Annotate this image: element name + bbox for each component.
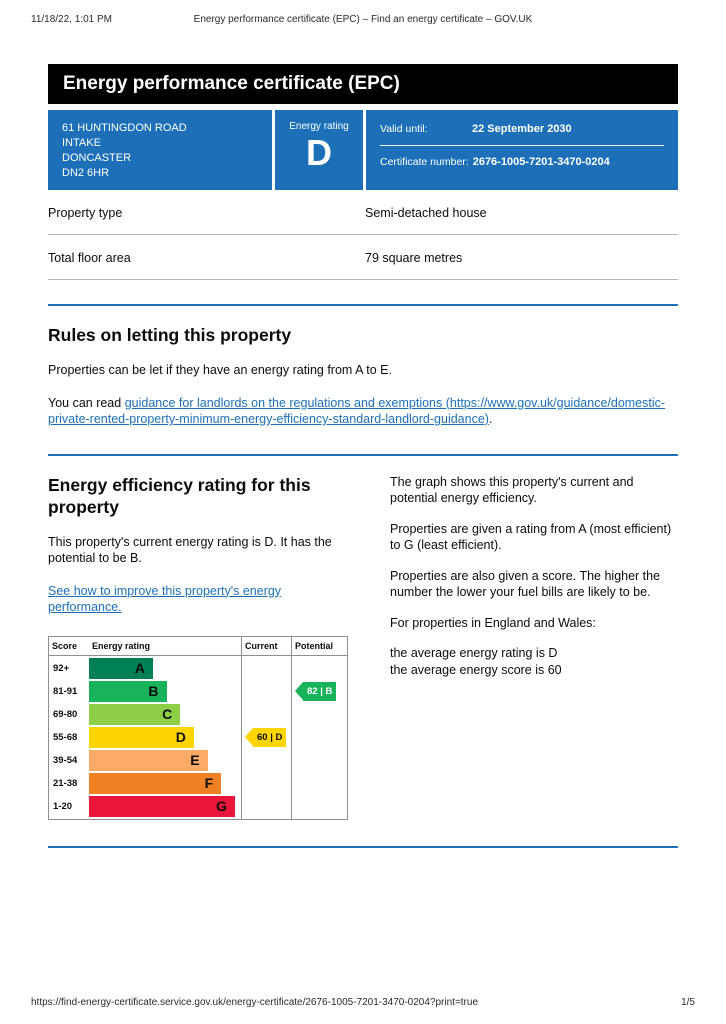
score-explainer-text: Properties are also given a score. The h…: [390, 568, 661, 600]
rating-explainer-text: Properties are given a rating from A (mo…: [390, 521, 672, 553]
epc-band-row: 39-54 E: [49, 749, 241, 772]
fact-value: 79 square metres: [365, 251, 463, 265]
epc-band-bar: B: [89, 680, 167, 702]
epc-band-score: 81-91: [53, 685, 78, 697]
chart-header-current: Current: [241, 636, 291, 656]
current-rating-tag: 60 | D: [245, 727, 287, 747]
left-arrow-icon: [295, 681, 303, 700]
average-score-line: the average energy score is 60: [390, 662, 562, 677]
print-timestamp: 11/18/22, 1:01 PM: [31, 14, 112, 25]
current-rating-column: 60 | D: [241, 655, 291, 819]
epc-band-row: 21-38 F: [49, 772, 241, 795]
address-line-3: DONCASTER: [62, 152, 132, 164]
epc-band-letter: F: [204, 775, 214, 791]
address-line-4: DN2 6HR: [62, 167, 110, 179]
epc-band-score: 92+: [53, 662, 70, 674]
energy-rating-cell: Energy rating D: [275, 110, 363, 190]
certificate-content: Energy performance certificate (EPC) 61 …: [48, 64, 678, 848]
epc-band-score: 39-54: [53, 754, 78, 766]
print-footer: https://find-energy-certificate.service.…: [31, 997, 695, 1008]
valid-until-row: Valid until: 22 September 2030: [380, 120, 664, 146]
certificate-banner: Energy performance certificate (EPC): [48, 64, 678, 104]
epc-band-score: 69-80: [53, 708, 78, 720]
section-divider: [48, 304, 678, 306]
potential-rating-tag: 82 | B: [295, 681, 337, 701]
validity-cell: Valid until: 22 September 2030 Certifica…: [366, 110, 678, 190]
certificate-title: Energy performance certificate (EPC): [63, 73, 400, 94]
epc-band-bar: C: [89, 703, 181, 725]
epc-band-letter: C: [162, 706, 173, 722]
average-rating-line: the average energy rating is D: [390, 646, 558, 660]
rating-explanation-column: The graph shows this property's current …: [390, 474, 678, 820]
print-header: 11/18/22, 1:01 PM Energy performance cer…: [0, 14, 726, 25]
potential-rating-value: 82 | B: [303, 681, 337, 701]
summary-panel: 61 HUNTINGDON ROAD INTAKE DONCASTER DN2 …: [48, 110, 678, 190]
chart-header-score: Score: [49, 637, 89, 656]
fact-label: Property type: [48, 206, 123, 220]
guidance-text-suffix: .: [488, 412, 493, 426]
epc-band-row: 55-68 D: [49, 726, 241, 749]
epc-band-letter: G: [216, 798, 227, 814]
valid-until-label: Valid until:: [380, 123, 428, 135]
current-rating-value: 60 | D: [253, 727, 287, 747]
fact-row-property-type: Property type Semi-detached house: [48, 190, 678, 235]
fact-label: Total floor area: [48, 251, 131, 265]
letting-rules-heading: Rules on letting this property: [48, 325, 292, 345]
certificate-number-label: Certificate number:: [380, 156, 469, 168]
efficiency-section: Energy efficiency rating for this proper…: [48, 474, 678, 820]
epc-rating-chart: Score Energy rating Current Potential 92…: [48, 635, 348, 820]
certificate-number-value: 2676-1005-7201-3470-0204: [472, 156, 610, 168]
fact-value: Semi-detached house: [365, 206, 487, 220]
epc-band-letter: E: [190, 752, 200, 768]
epc-band-row: 69-80 C: [49, 703, 241, 726]
letting-rules-intro: Properties can be let if they have an en…: [48, 363, 392, 377]
potential-rating-column: 82 | B: [291, 655, 347, 819]
chart-header-potential: Potential: [291, 636, 347, 656]
efficiency-heading: Energy efficiency rating for this proper…: [48, 474, 311, 517]
letting-guidance-paragraph: You can read guidance for landlords on t…: [48, 395, 678, 428]
left-arrow-icon: [245, 727, 253, 746]
improve-link-paragraph: See how to improve this property's energ…: [48, 583, 350, 616]
certificate-number-row: Certificate number: 2676-1005-7201-3470-0…: [380, 146, 664, 168]
epc-band-row: 92+ A: [49, 657, 241, 680]
graph-intro-text: The graph shows this property's current …: [390, 474, 634, 506]
epc-band-score: 55-68: [53, 731, 78, 743]
print-page-title: Energy performance certificate (EPC) – F…: [193, 14, 533, 25]
energy-rating-label: Energy rating: [289, 121, 349, 132]
improve-performance-link[interactable]: See how to improve this property's energ…: [48, 583, 282, 615]
epc-band-letter: A: [134, 660, 145, 676]
section-divider: [48, 845, 678, 848]
averages-text: the average energy rating is D the avera…: [390, 645, 678, 678]
property-address: 61 HUNTINGDON ROAD INTAKE DONCASTER DN2 …: [48, 110, 272, 190]
epc-band-letter: D: [175, 729, 186, 745]
section-divider: [48, 453, 678, 456]
guidance-text-prefix: You can read: [48, 395, 125, 410]
fact-row-total-floor-area: Total floor area 79 square metres: [48, 235, 678, 280]
epc-band-bar: E: [89, 749, 208, 771]
epc-band-score: 21-38: [53, 777, 78, 789]
print-footer-url: https://find-energy-certificate.service.…: [31, 997, 479, 1008]
epc-bands-area: 92+ A 81-91 B 69-80 C 55-68 D: [49, 656, 241, 819]
current-rating-text: This property's current energy rating is…: [48, 534, 332, 566]
epc-band-letter: B: [148, 683, 159, 699]
epc-band-bar: D: [89, 726, 194, 748]
address-line-2: INTAKE: [62, 137, 101, 149]
epc-band-bar: A: [89, 657, 153, 679]
epc-band-bar: G: [89, 795, 235, 817]
averages-intro-text: For properties in England and Wales:: [390, 615, 596, 630]
valid-until-value: 22 September 2030: [472, 123, 572, 135]
print-page-indicator: 1/5: [681, 997, 695, 1008]
epc-band-bar: F: [89, 772, 222, 794]
address-line-1: 61 HUNTINGDON ROAD: [62, 122, 187, 134]
epc-band-row: 1-20 G: [49, 795, 241, 818]
epc-band-score: 1-20: [53, 800, 73, 812]
epc-band-row: 81-91 B: [49, 680, 241, 703]
energy-rating-value: D: [306, 132, 332, 173]
efficiency-rating-column: Energy efficiency rating for this proper…: [48, 474, 350, 820]
chart-header-energy-rating: Energy rating: [89, 637, 241, 656]
landlord-guidance-link[interactable]: guidance for landlords on the regulation…: [48, 395, 666, 427]
